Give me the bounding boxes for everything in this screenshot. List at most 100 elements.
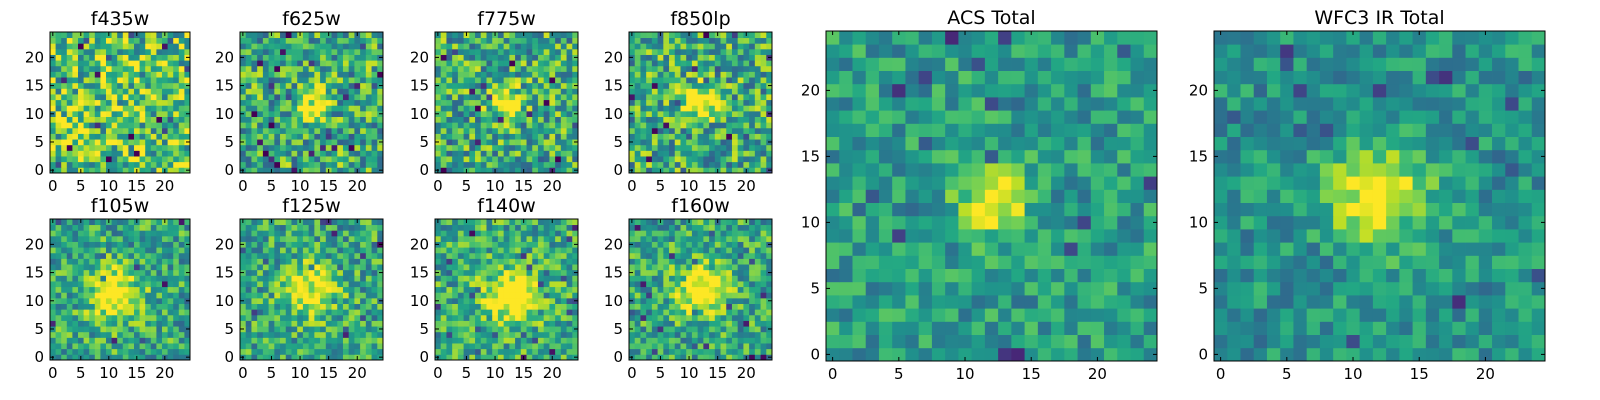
heatmap-cell [178,71,185,78]
heatmap-cell [365,167,372,174]
heatmap-cell [139,348,146,355]
heatmap-cell [520,161,527,168]
heatmap-cell [669,60,676,67]
heatmap-cell [274,54,281,61]
heatmap-cell [377,331,384,338]
heatmap-cell [446,37,453,44]
heatmap-cell [331,292,338,299]
heatmap-cell [640,122,647,129]
heatmap-cell [89,224,96,231]
heatmap-cell [274,43,281,50]
heatmap-cell [743,88,750,95]
heatmap-cell [251,54,258,61]
heatmap-cell [452,219,459,226]
heatmap-cell [100,139,107,146]
heatmap-cell [348,116,355,123]
heatmap-cell [714,150,721,157]
heatmap-cell [651,326,658,333]
heatmap-cell [749,82,756,89]
heatmap-cell [457,167,464,174]
heatmap-cell [173,235,180,242]
heatmap-cell [173,60,180,67]
heatmap-cell [262,127,269,134]
heatmap-cell [262,258,269,265]
heatmap-cell [651,286,658,293]
heatmap-cell [360,258,367,265]
heatmap-cell [291,133,298,140]
heatmap-cell [78,331,84,338]
heatmap-cell [342,161,350,168]
heatmap-cell [106,348,112,355]
heatmap-cell [503,275,510,282]
heatmap-cell [651,94,658,101]
heatmap-cell [520,94,527,101]
heatmap-cell [348,264,355,271]
heatmap-cell [245,37,252,44]
heatmap-cell [139,127,146,134]
heatmap-cell [640,354,647,361]
heatmap-cell [274,161,281,168]
heatmap-cell [117,264,124,271]
heatmap-cell [245,65,252,72]
heatmap-cell [697,94,704,101]
heatmap-cell [274,354,281,361]
heatmap-cell [280,144,287,151]
heatmap-cell [452,281,459,288]
heatmap-cell [280,82,287,89]
heatmap-cell [469,320,476,327]
heatmap-cell [297,230,304,237]
heatmap-cell [737,48,744,55]
heatmap-cell [457,94,464,101]
heatmap-cell [726,343,733,350]
heatmap-cell [646,122,653,129]
heatmap-cell [320,286,327,293]
heatmap-cell [139,60,146,67]
heatmap-cell [651,60,658,67]
heatmap-cell [162,281,168,288]
heatmap-cell [251,337,258,344]
heatmap-cell [145,303,152,310]
heatmap-cell [320,54,327,61]
heatmap-cell [446,241,453,248]
heatmap-cell [280,127,287,134]
heatmap-cell [537,224,545,231]
heatmap-cell [61,156,68,163]
heatmap-cell [440,167,447,174]
heatmap-cell [331,258,338,265]
heatmap-cell [314,348,321,355]
heatmap-cell [280,43,287,50]
heatmap-cell [297,348,304,355]
heatmap-cell [134,82,140,89]
heatmap-cell [560,88,567,95]
heatmap-cell [760,133,767,140]
heatmap-cell [560,105,567,112]
heatmap-cell [55,82,62,89]
heatmap-cell [634,314,641,321]
heatmap-cell [150,99,157,106]
heatmap-cell [354,252,361,259]
heatmap-cell [320,32,327,39]
heatmap-cell [572,303,579,310]
heatmap-cell [257,354,264,361]
heatmap-cell [291,88,298,95]
heatmap-cell [634,82,641,89]
heatmap-cell [257,297,264,304]
heatmap-cell [162,320,168,327]
heatmap-cell [646,269,653,276]
x-tick-label: 0 [238,177,248,195]
heatmap-cell [440,37,447,44]
heatmap-cell [486,32,493,39]
heatmap-cell [240,343,247,350]
heatmap-cell [469,252,476,259]
heatmap-cell [314,297,321,304]
heatmap-cell [72,264,79,271]
heatmap-cell [709,122,716,129]
heatmap-cell [72,105,79,112]
heatmap-cell [566,88,573,95]
heatmap-cell [543,337,550,344]
heatmap-cell [714,122,721,129]
heatmap-cell [117,348,124,355]
heatmap-cell [173,348,180,355]
heatmap-cell [537,65,545,72]
heatmap-cell [117,281,124,288]
